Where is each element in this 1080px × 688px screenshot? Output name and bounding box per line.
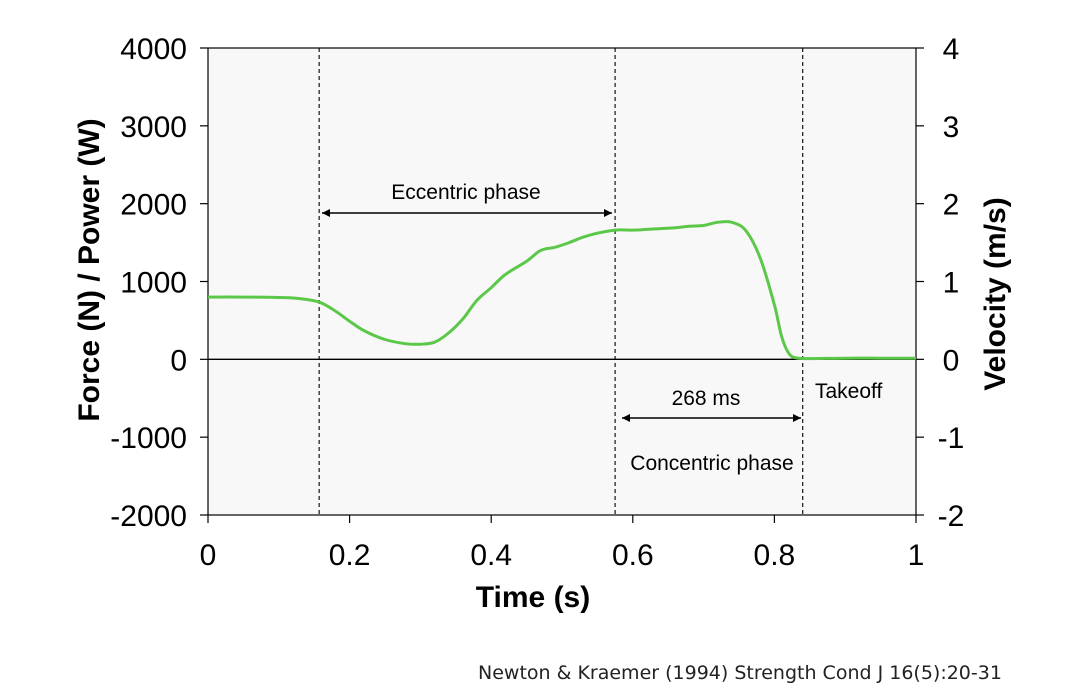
right-tick-label: 4 [943,33,960,66]
eccentric-phase-label: Eccentric phase [391,181,540,204]
data-series-line-0 [207,220,916,361]
x-tick-label: 0.2 [329,539,371,572]
left-tick-label: 0 [170,344,187,377]
right-tick-label: -1 [938,422,965,455]
x-tick-label: 1 [908,539,925,572]
left-tick-label: 4000 [120,33,187,66]
left-tick-label: -1000 [110,422,187,455]
concentric-phase-label: Concentric phase [630,452,793,475]
left-tick-label: 3000 [120,111,187,144]
takeoff-label: Takeoff [815,380,882,403]
left-tick-label: 2000 [120,189,187,222]
right-tick-label: 0 [943,344,960,377]
right-tick-label: 2 [943,189,960,222]
right-tick-label: 1 [943,267,960,300]
left-axis-title: Force (N) / Power (W) [73,118,106,421]
x-tick-label: 0 [200,539,217,572]
right-tick-label: -2 [938,500,965,533]
plot-area [207,47,917,516]
duration-label: 268 ms [672,387,741,410]
citation-text: Newton & Kraemer (1994) Strength Cond J … [478,662,1002,684]
left-tick-label: -2000 [110,500,187,533]
right-tick-label: 3 [943,111,960,144]
x-axis-title: Time (s) [476,581,590,614]
right-axis-title: Velocity (m/s) [979,197,1012,390]
x-tick-label: 0.6 [612,539,654,572]
x-tick-label: 0.8 [754,539,796,572]
x-tick-label: 0.4 [470,539,512,572]
left-tick-label: 1000 [120,267,187,300]
